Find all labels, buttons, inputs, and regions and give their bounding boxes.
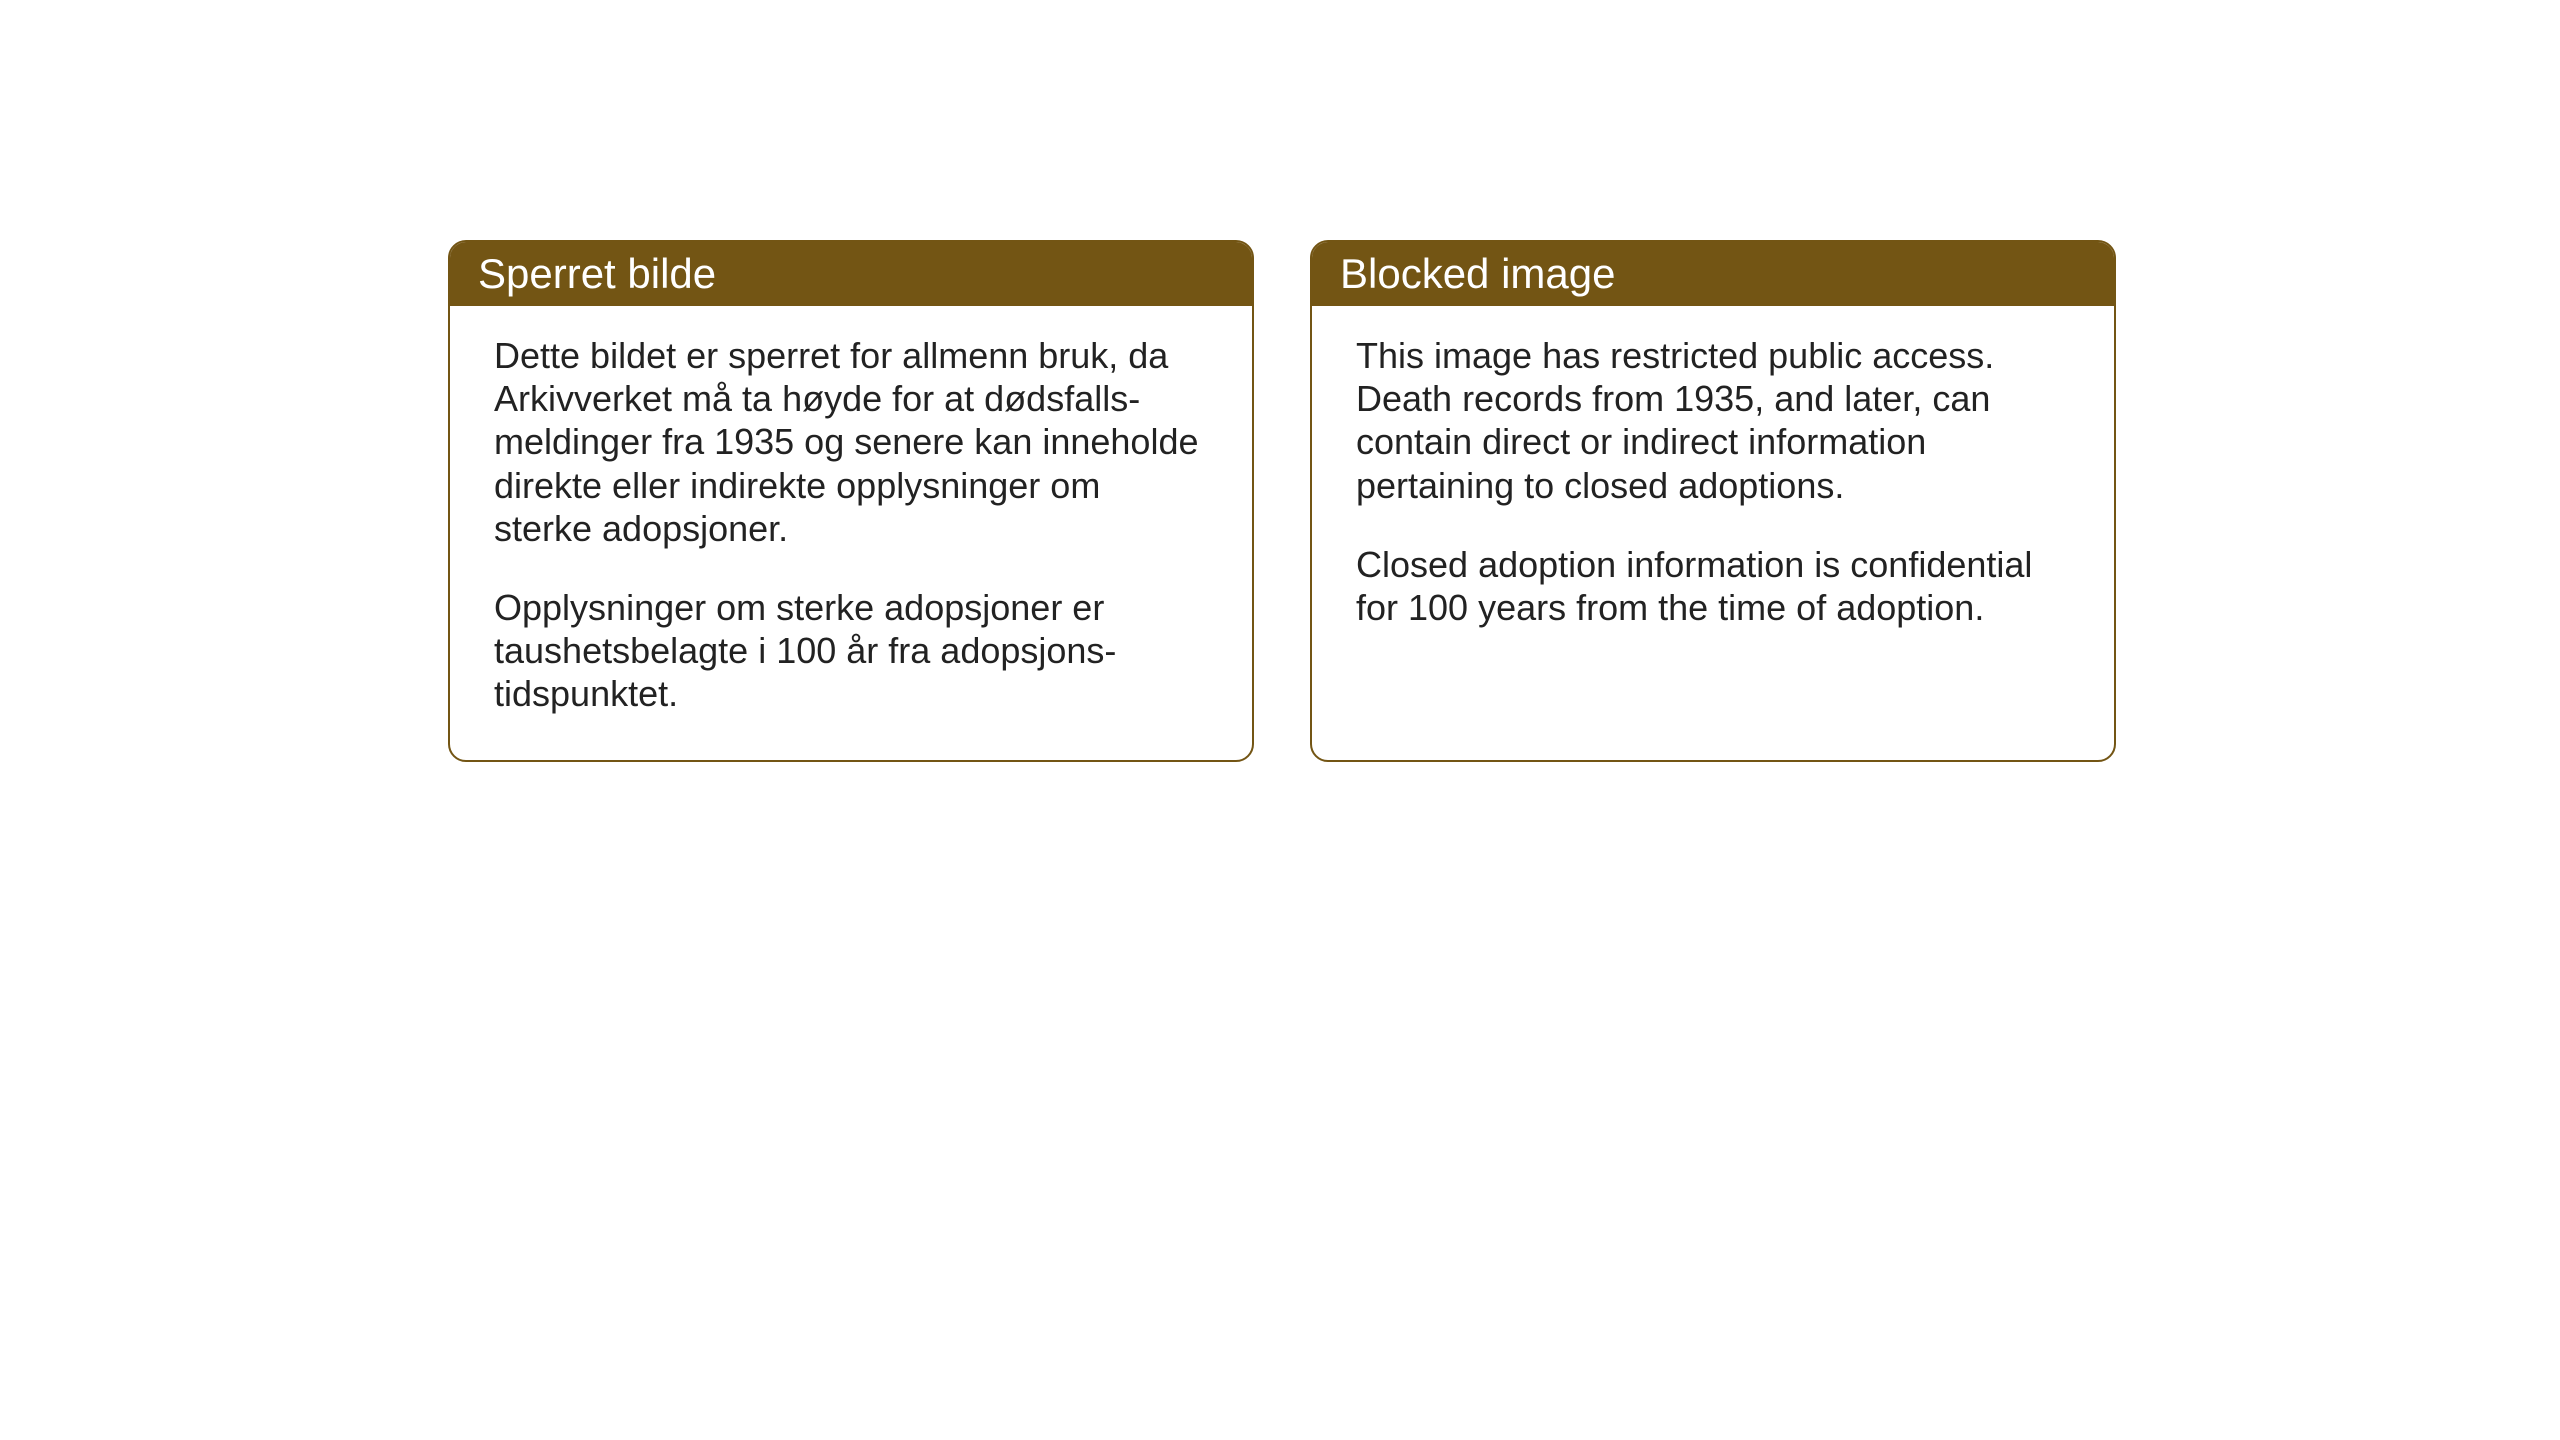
cards-container: Sperret bilde Dette bildet er sperret fo… <box>448 240 2116 762</box>
card-header-norwegian: Sperret bilde <box>450 242 1252 306</box>
card-paragraph-1: Dette bildet er sperret for allmenn bruk… <box>494 334 1208 550</box>
card-body-english: This image has restricted public access.… <box>1312 306 2114 673</box>
card-paragraph-1: This image has restricted public access.… <box>1356 334 2070 507</box>
card-body-norwegian: Dette bildet er sperret for allmenn bruk… <box>450 306 1252 760</box>
card-paragraph-2: Closed adoption information is confident… <box>1356 543 2070 629</box>
card-header-english: Blocked image <box>1312 242 2114 306</box>
card-norwegian: Sperret bilde Dette bildet er sperret fo… <box>448 240 1254 762</box>
card-english: Blocked image This image has restricted … <box>1310 240 2116 762</box>
card-paragraph-2: Opplysninger om sterke adopsjoner er tau… <box>494 586 1208 716</box>
